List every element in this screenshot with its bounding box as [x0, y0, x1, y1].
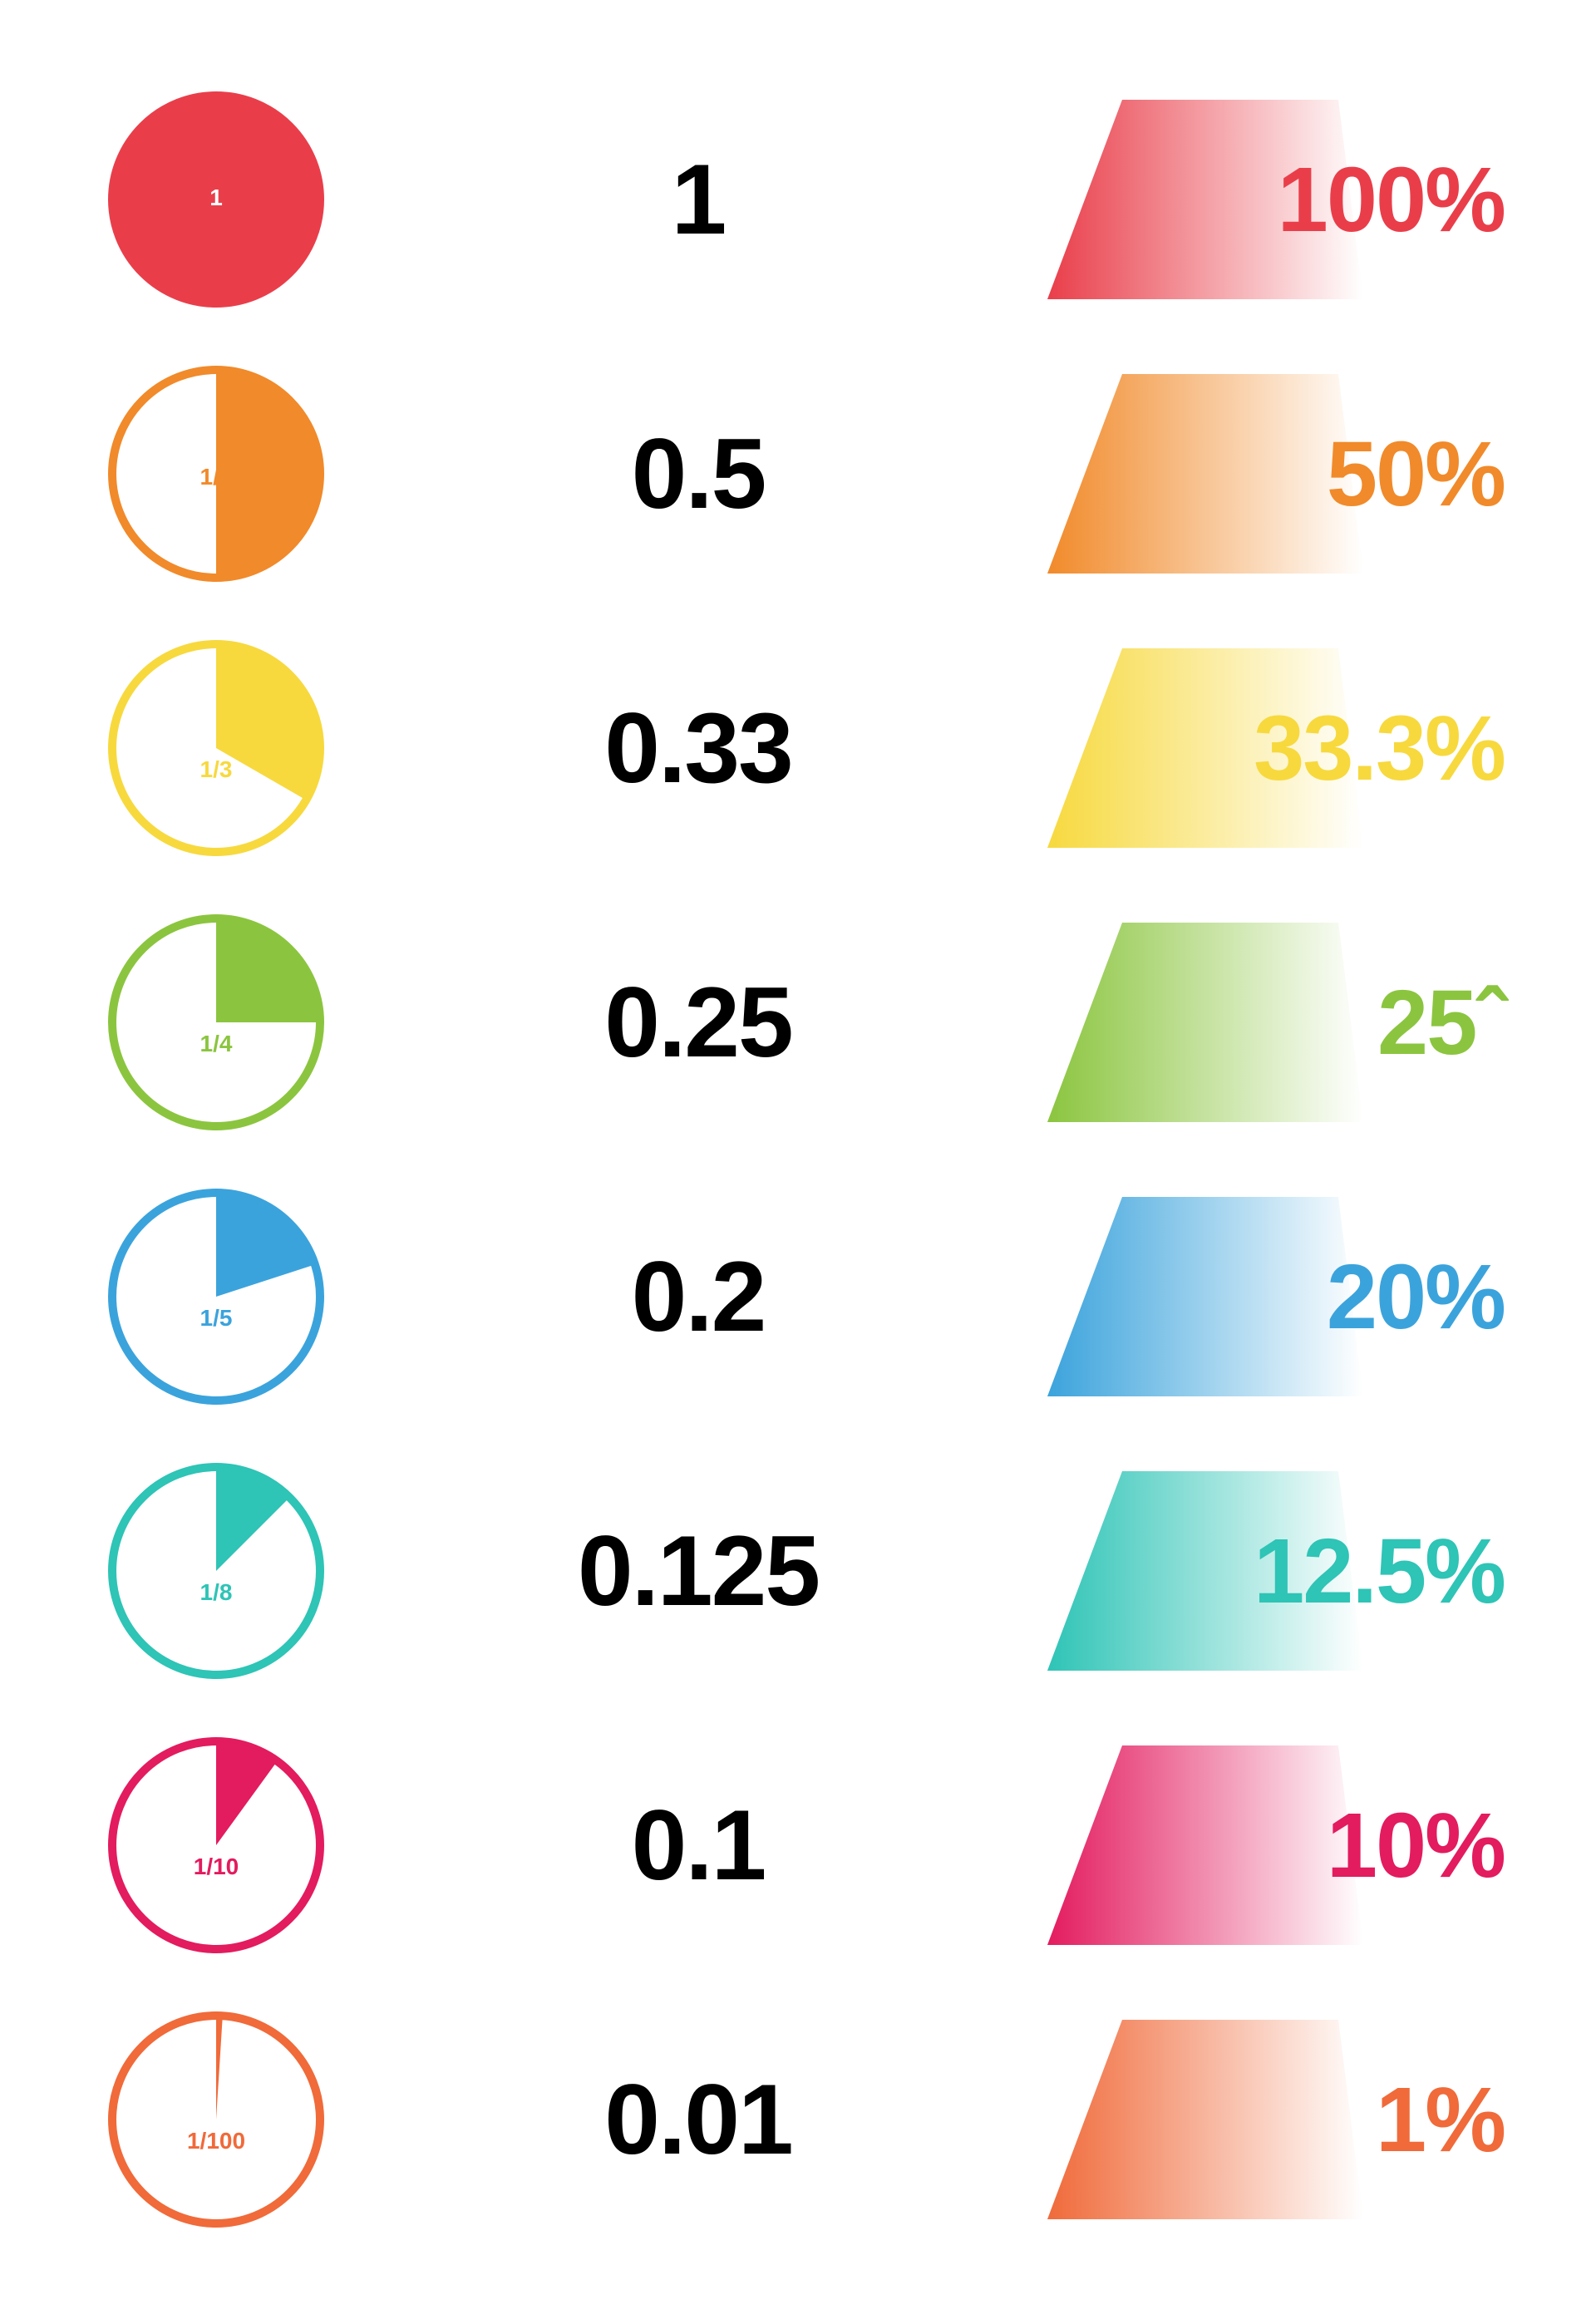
- decimal-value: 1: [672, 142, 726, 257]
- fraction-label: 1/5: [200, 1305, 233, 1332]
- percent-cell: 1%: [964, 1987, 1596, 2253]
- percent-cell: 25ˆ: [964, 889, 1596, 1155]
- fraction-label: 1/100: [187, 2128, 245, 2154]
- decimal-cell: 0.2: [432, 1164, 964, 1430]
- fraction-label: 1/8: [200, 1579, 233, 1606]
- pie-cell: 1/3: [0, 615, 432, 881]
- percent-value: 12.5%: [1254, 1519, 1513, 1624]
- pie-row-1-3: 1/3: [108, 640, 324, 856]
- percent-block: 50%: [1047, 366, 1513, 582]
- pie-row-1-5: 1/5: [108, 1189, 324, 1405]
- pie-row-1-100: 1/100: [108, 2011, 324, 2228]
- percent-block: 25ˆ: [1047, 914, 1513, 1130]
- decimal-value: 0.01: [604, 2062, 792, 2177]
- decimal-value: 0.2: [632, 1239, 766, 1354]
- pie-cell: 1/5: [0, 1164, 432, 1430]
- decimal-cell: 0.33: [432, 615, 964, 881]
- percent-cell: 12.5%: [964, 1438, 1596, 1704]
- fraction-decimal-percent-grid: 1 1 100% 1/2 0.5 50% 1/3 0.33 33.3% 1/4 0.25 25ˆ 1/5…: [0, 0, 1596, 2319]
- fraction-label: 1: [209, 185, 223, 211]
- percent-value: 1%: [1376, 2067, 1513, 2173]
- fraction-label: 1/3: [200, 756, 233, 783]
- pie-row-1: 1: [108, 91, 324, 308]
- pie-cell: 1/10: [0, 1712, 432, 1978]
- percent-value: 10%: [1327, 1793, 1513, 1898]
- percent-block: 20%: [1047, 1189, 1513, 1405]
- decimal-cell: 0.25: [432, 889, 964, 1155]
- decimal-cell: 0.125: [432, 1438, 964, 1704]
- pie-cell: 1: [0, 66, 432, 332]
- pie-row-1-10: 1/10: [108, 1737, 324, 1953]
- percent-cell: 10%: [964, 1712, 1596, 1978]
- percent-value: 50%: [1327, 421, 1513, 527]
- percent-block: 10%: [1047, 1737, 1513, 1953]
- decimal-value: 0.1: [632, 1788, 766, 1903]
- pie-cell: 1/8: [0, 1438, 432, 1704]
- percent-value: 20%: [1327, 1244, 1513, 1350]
- pie-cell: 1/2: [0, 341, 432, 607]
- percent-value: 25ˆ: [1377, 970, 1513, 1076]
- percent-block: 12.5%: [1047, 1463, 1513, 1679]
- pie-cell: 1/100: [0, 1987, 432, 2253]
- percent-block: 100%: [1047, 91, 1513, 308]
- decimal-value: 0.33: [604, 691, 792, 805]
- pie-row-1-8: 1/8: [108, 1463, 324, 1679]
- pie-cell: 1/4: [0, 889, 432, 1155]
- fraction-label: 1/10: [194, 1854, 239, 1880]
- fraction-label: 1/4: [200, 1031, 233, 1057]
- decimal-value: 0.125: [578, 1514, 819, 1628]
- pie-row-1-4: 1/4: [108, 914, 324, 1130]
- decimal-cell: 0.5: [432, 341, 964, 607]
- decimal-value: 0.25: [604, 965, 792, 1080]
- percent-block: 1%: [1047, 2011, 1513, 2228]
- percent-value: 33.3%: [1254, 696, 1513, 801]
- percent-cell: 20%: [964, 1164, 1596, 1430]
- decimal-cell: 1: [432, 66, 964, 332]
- decimal-value: 0.5: [632, 416, 766, 531]
- decimal-cell: 0.1: [432, 1712, 964, 1978]
- percent-cell: 50%: [964, 341, 1596, 607]
- percent-cell: 33.3%: [964, 615, 1596, 881]
- decimal-cell: 0.01: [432, 1987, 964, 2253]
- percent-cell: 100%: [964, 66, 1596, 332]
- percent-value: 100%: [1278, 147, 1513, 253]
- percent-block: 33.3%: [1047, 640, 1513, 856]
- pie-row-1-2: 1/2: [108, 366, 324, 582]
- fraction-label: 1/2: [200, 464, 233, 490]
